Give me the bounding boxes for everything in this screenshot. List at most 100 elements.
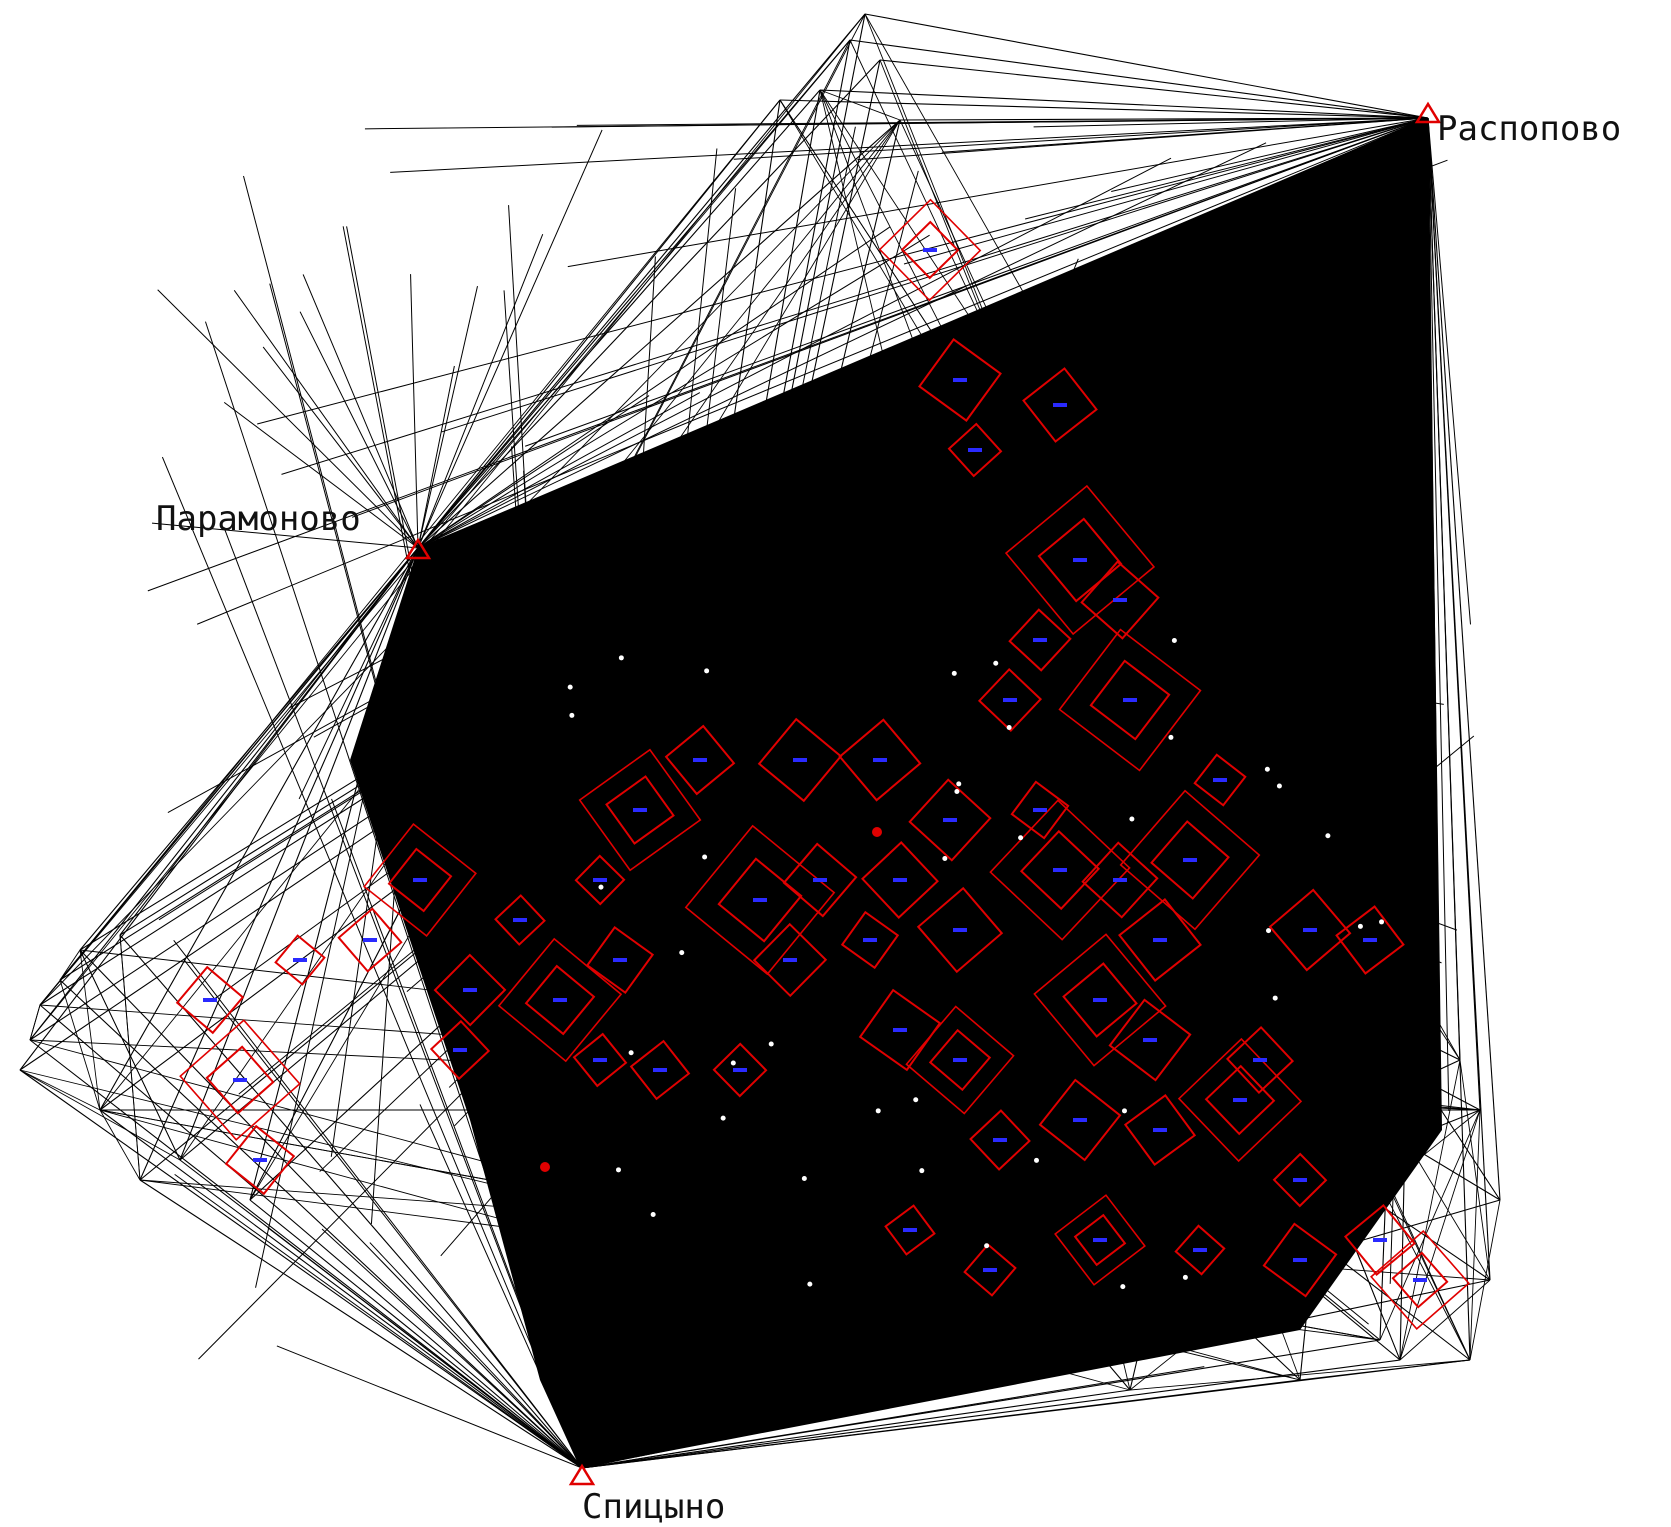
ray-line [1399, 1059, 1461, 1361]
ray-line [281, 117, 1429, 475]
parcel-square [494, 894, 546, 946]
survey-point [984, 1243, 990, 1249]
parcel-label-mark [1293, 1178, 1307, 1182]
parcel-label-mark [1153, 1128, 1167, 1132]
ray-line [417, 395, 650, 549]
ray-line [39, 39, 851, 1006]
parcel-label-mark [1053, 868, 1067, 872]
ray-line [706, 117, 1429, 655]
parcel-label-mark [553, 998, 567, 1002]
ray-line [581, 59, 881, 1469]
ray-line [581, 710, 686, 1469]
ray-line [19, 1069, 181, 1161]
ray-line [417, 547, 1180, 650]
ray-line [39, 1004, 1481, 1111]
ray-line [581, 244, 1133, 1469]
parcel-label-mark [593, 878, 607, 882]
parcel-label-mark [1073, 558, 1087, 562]
ray-line [417, 89, 821, 549]
survey-point [1168, 734, 1174, 740]
parcel-label-mark [1233, 1098, 1247, 1102]
ray-line [119, 934, 583, 1469]
ray-line [417, 547, 1081, 1018]
parcel-square [1119, 789, 1261, 931]
parcel-label-mark [1253, 1058, 1267, 1062]
parcel-label-mark [613, 958, 627, 962]
ray-line [581, 936, 1240, 1469]
ray-line [581, 368, 1084, 1469]
ray-line [548, 117, 1429, 1145]
parcel-label-mark [983, 1268, 997, 1272]
ray-line [99, 1109, 141, 1181]
survey-point [913, 1097, 919, 1103]
station-triangle-raspopovo [1414, 101, 1442, 124]
ray-line [581, 188, 737, 1469]
ray-line [1178, 117, 1429, 992]
parcel-label-mark [293, 958, 307, 962]
parcel-label-mark [693, 758, 707, 762]
ray-line [581, 1160, 1107, 1469]
parcel-square [969, 1109, 1031, 1171]
ray-line [1399, 1109, 1481, 1361]
ray-line [417, 547, 1442, 964]
ray-line [581, 750, 646, 1469]
ray-line [779, 99, 1501, 1201]
ray-line [581, 562, 1082, 1469]
ray-line [1459, 1059, 1491, 1281]
ray-line [19, 1069, 583, 1469]
ray-line [581, 961, 1051, 1469]
ray-line [440, 117, 1429, 1257]
parcel-label-mark [1193, 1248, 1207, 1252]
ray-line [581, 952, 1134, 1469]
parcel-square [918, 338, 1002, 422]
ray-line [581, 1228, 845, 1469]
parcel-label-mark [793, 758, 807, 762]
ray-line [1116, 117, 1429, 1310]
ray-line [196, 117, 1429, 625]
ray-line [211, 117, 1429, 1002]
ray-line [581, 1179, 862, 1469]
ray-line [696, 117, 1429, 594]
ray-line [299, 311, 419, 549]
ray-line [417, 547, 559, 599]
ray-line [417, 547, 1077, 1280]
ray-line [417, 142, 1267, 549]
parcel-square [752, 922, 828, 998]
ray-line [1160, 117, 1429, 517]
survey-point [650, 1212, 656, 1218]
parcel-label-mark [873, 758, 887, 762]
parcel-square [337, 907, 403, 973]
ray-line [139, 117, 1429, 1181]
ray-line [581, 810, 928, 1469]
ray-line [1041, 117, 1429, 1199]
ray-line [417, 335, 1239, 549]
ray-line [1373, 117, 1429, 1099]
ray-line [262, 346, 419, 549]
station-label-raspopovo: Распопово [1437, 109, 1622, 149]
survey-point [768, 1041, 774, 1047]
ray-line [1219, 117, 1429, 726]
ray-line [1025, 117, 1429, 220]
ray-line [29, 1039, 583, 1469]
parcel-square [1022, 367, 1098, 443]
parcel-label-mark [993, 1138, 1007, 1142]
ray-line [417, 129, 603, 549]
ray-line [1469, 1109, 1481, 1361]
ray-line [417, 234, 930, 549]
parcel-label-mark [893, 1028, 907, 1032]
ray-line [29, 1004, 41, 1041]
ray-line [417, 547, 468, 552]
survey-point [993, 660, 999, 666]
ray-line [551, 117, 1429, 1100]
parcel-square [884, 1204, 936, 1256]
parcel-label-mark [1363, 938, 1377, 942]
parcel-square [916, 886, 1004, 974]
ray-line [99, 1109, 1381, 1341]
parcel-square [572, 1032, 628, 1088]
ray-line [298, 547, 419, 800]
ray-line [581, 1010, 939, 1469]
ray-line [581, 541, 1132, 1469]
parcel-label-mark [593, 1058, 607, 1062]
ray-line [319, 117, 1429, 1172]
ray-line [417, 547, 1155, 1209]
